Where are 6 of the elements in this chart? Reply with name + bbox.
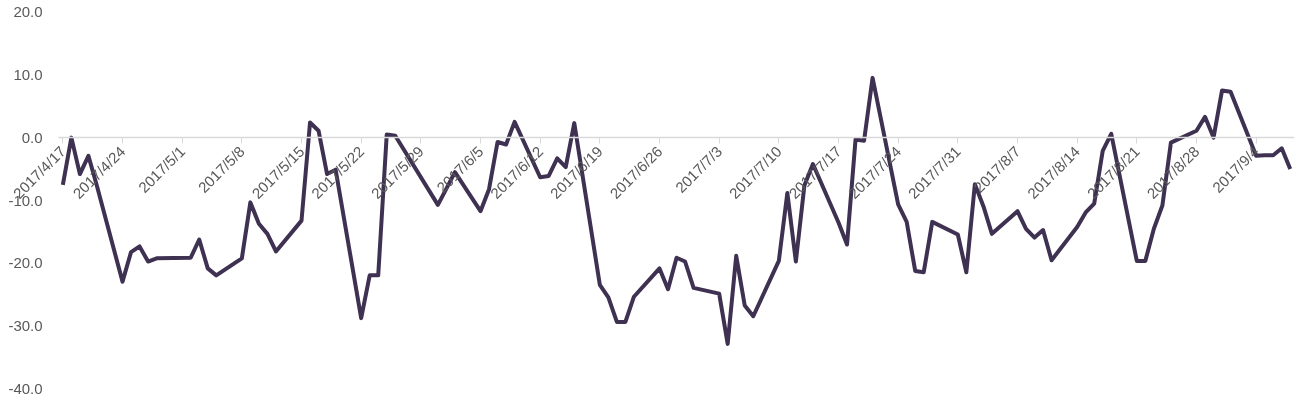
y-tick-label: -20.0 bbox=[8, 254, 43, 272]
y-tick-label: -30.0 bbox=[8, 317, 43, 335]
y-tick-label: 20.0 bbox=[13, 2, 43, 20]
y-tick-label: -40.0 bbox=[8, 380, 43, 398]
y-tick-label: 10.0 bbox=[13, 65, 43, 83]
y-tick-label: 0.0 bbox=[21, 128, 43, 146]
